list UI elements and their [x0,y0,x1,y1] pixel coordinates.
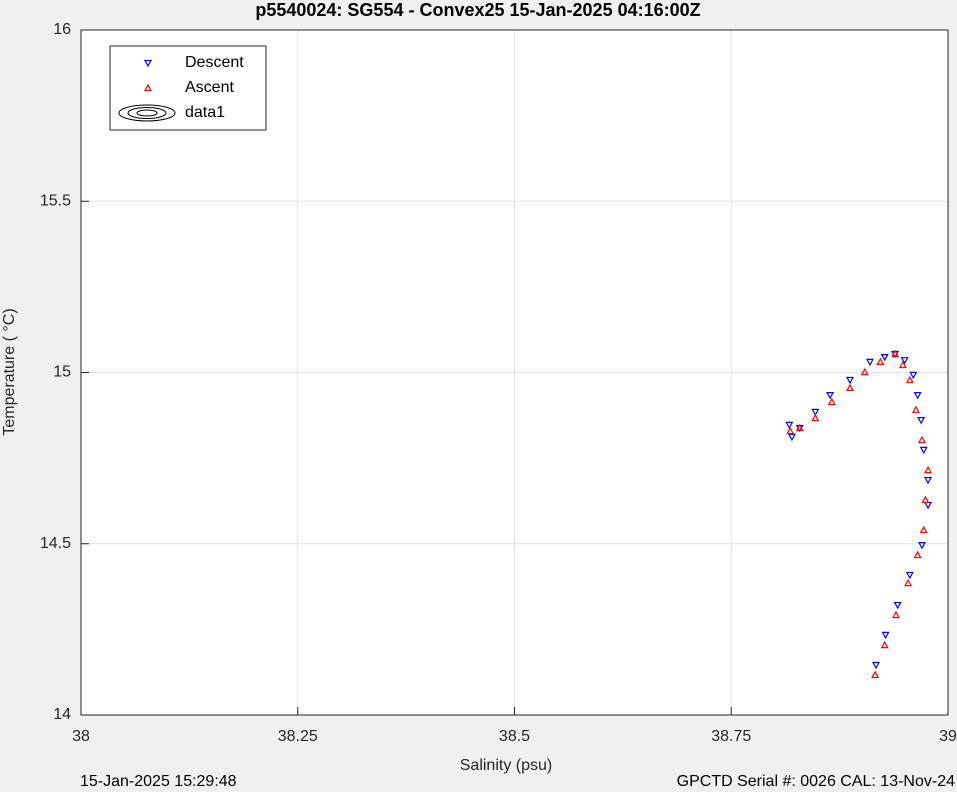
y-tick-label: 14 [53,706,71,723]
data-point [905,375,914,384]
chart-title: p5540024: SG554 - Convex25 15-Jan-2025 0… [255,0,700,20]
data-point [913,392,922,400]
data-point [785,421,794,430]
x-tick-label: 38.25 [278,728,318,745]
legend-marker [143,83,153,92]
legend-label: Descent [185,54,244,71]
data-point [911,405,920,413]
data-point [811,413,820,422]
y-tick-label: 15 [53,364,71,381]
data-point [900,357,909,365]
legend-label: Ascent [185,79,234,96]
data-point [891,610,900,619]
data-point [919,446,928,455]
y-tick-label: 14.5 [40,535,71,552]
legend-contour-icon [136,109,158,117]
data-point [898,360,907,369]
data-point [917,435,927,444]
legend-contour-icon [118,104,176,122]
data-point [880,353,889,362]
data-point [846,376,855,385]
data-point [917,542,927,550]
data-point [893,601,902,610]
data-point [880,640,889,649]
y-axis-label: Temperature ( °C) [1,308,18,435]
data-point [787,433,796,442]
x-tick-label: 38.5 [499,728,530,745]
data-point [905,571,914,580]
footer-left: 15-Jan-2025 15:29:48 [80,773,237,790]
x-tick-label: 38.75 [711,728,751,745]
x-axis-label: Salinity (psu) [460,757,552,774]
legend-label: data1 [185,104,225,121]
data-point [871,670,880,679]
x-tick-label: 38 [72,728,90,745]
data-point [826,392,835,400]
data-point [827,397,836,406]
footer-right: GPCTD Serial #: 0026 CAL: 13-Nov-24 [677,773,955,790]
data-point [917,417,926,425]
data-point [891,349,900,358]
data-point [786,426,795,435]
data-point [872,661,881,670]
data-point [904,578,913,587]
x-tick-label: 39 [939,728,957,745]
data-point [924,465,933,474]
data-point [865,358,874,367]
data-point [909,371,918,380]
data-point [924,476,933,485]
y-tick-label: 15.5 [40,192,71,209]
y-tick-label: 16 [53,21,71,38]
data-point [846,383,855,392]
data-point [881,631,890,640]
data-point [913,550,922,559]
legend-marker [143,59,153,68]
legend-contour-icon [127,107,167,119]
data-point [860,367,869,376]
data-point [811,408,820,417]
data-point [795,423,804,432]
legend-box [109,45,267,131]
data-point [876,357,885,365]
data-point [921,495,930,504]
data-point [919,525,928,534]
